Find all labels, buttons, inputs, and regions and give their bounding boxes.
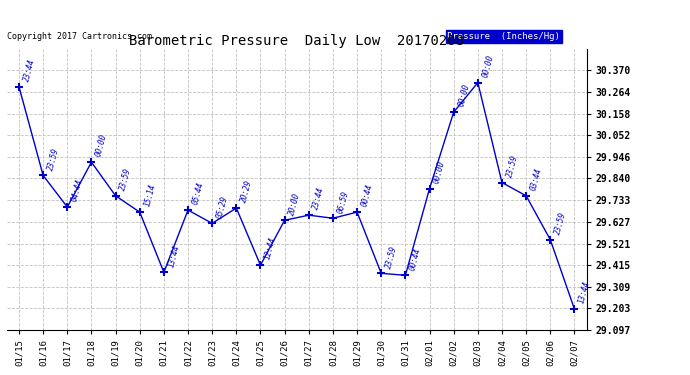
Text: 06:59: 06:59 [336, 189, 351, 214]
Text: 12:44: 12:44 [264, 236, 278, 261]
Text: 23:59: 23:59 [553, 211, 568, 236]
Text: 00:00: 00:00 [433, 160, 447, 184]
Text: 23:59: 23:59 [119, 167, 133, 192]
Text: 04:44: 04:44 [70, 178, 85, 203]
Text: 13:44: 13:44 [167, 243, 181, 268]
Text: 05:29: 05:29 [215, 195, 230, 219]
Text: 23:59: 23:59 [384, 244, 399, 269]
Text: 20:29: 20:29 [239, 179, 254, 204]
Text: 15:14: 15:14 [143, 183, 157, 208]
Text: 00:00: 00:00 [457, 83, 471, 108]
Title: Barometric Pressure  Daily Low  20170208: Barometric Pressure Daily Low 20170208 [129, 34, 464, 48]
Text: 23:44: 23:44 [312, 186, 326, 211]
Text: 23:59: 23:59 [46, 147, 61, 171]
Text: 23:44: 23:44 [22, 58, 37, 82]
Text: 00:00: 00:00 [481, 54, 495, 78]
Text: 20:00: 20:00 [288, 192, 302, 216]
Text: 05:44: 05:44 [191, 181, 206, 206]
Text: 00:44: 00:44 [408, 246, 423, 271]
Text: 00:44: 00:44 [360, 183, 375, 208]
Text: 23:59: 23:59 [505, 154, 520, 178]
Text: 13:44: 13:44 [578, 280, 592, 305]
Text: Pressure  (Inches/Hg): Pressure (Inches/Hg) [447, 32, 560, 41]
Text: Copyright 2017 Cartronics.com: Copyright 2017 Cartronics.com [7, 32, 152, 41]
Text: 00:00: 00:00 [95, 134, 109, 158]
Text: 03:44: 03:44 [529, 167, 544, 192]
